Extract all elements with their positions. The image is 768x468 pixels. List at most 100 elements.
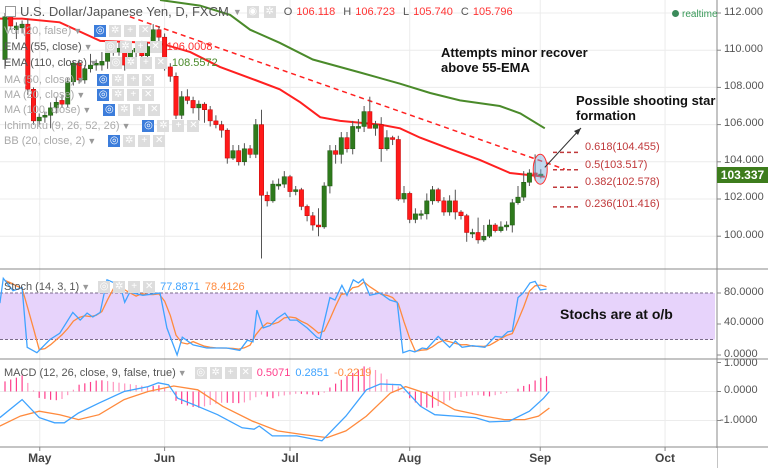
candle-up xyxy=(361,111,367,127)
add-icon[interactable]: + xyxy=(134,41,147,53)
indicator-bb[interactable]: BB (20, close, 2) ▼ ◎ ✲ + ✕ xyxy=(4,135,166,147)
indicator-ma50[interactable]: MA (50, close) ▼ ◎ ✲ + ✕ xyxy=(4,74,155,86)
stoch-legend[interactable]: Stoch (14, 3, 1) ▼ ◎ ✲ + ✕ 77.8871 78.4126 xyxy=(4,281,245,293)
close-icon[interactable]: ✕ xyxy=(149,41,162,53)
eye-icon[interactable]: ◉ xyxy=(246,5,259,18)
macd-tick: 0.0000 xyxy=(724,384,758,396)
eye-icon[interactable]: ◎ xyxy=(98,281,111,293)
close-icon[interactable]: ✕ xyxy=(154,57,167,69)
gear-icon[interactable]: ✲ xyxy=(112,74,125,86)
add-icon[interactable]: + xyxy=(128,281,141,293)
eye-icon[interactable]: ◎ xyxy=(142,120,155,132)
chevron-down-icon[interactable]: ▼ xyxy=(83,42,93,52)
candle-up xyxy=(327,150,333,187)
eye-icon[interactable]: ◎ xyxy=(94,25,107,37)
gear-icon[interactable]: ✲ xyxy=(112,89,125,101)
eye-icon[interactable]: ◎ xyxy=(104,41,117,53)
chevron-down-icon[interactable]: ▼ xyxy=(76,90,86,100)
gear-icon[interactable]: ✲ xyxy=(157,120,170,132)
add-icon[interactable]: + xyxy=(138,135,151,147)
chevron-down-icon[interactable]: ▼ xyxy=(76,75,86,85)
arrow-head-icon xyxy=(574,128,581,135)
candle-up xyxy=(504,224,510,228)
add-icon[interactable]: + xyxy=(133,104,146,116)
close-icon[interactable]: ✕ xyxy=(142,74,155,86)
stoch-d-value: 78.4126 xyxy=(204,281,245,293)
indicator-label: Vol (20, false) xyxy=(4,25,72,37)
eye-icon[interactable]: ◎ xyxy=(108,135,121,147)
candle-up xyxy=(321,185,327,228)
candle-up xyxy=(469,232,475,235)
overbought-oversold-band xyxy=(0,293,715,340)
chevron-down-icon[interactable]: ▼ xyxy=(73,26,83,36)
indicator-ema55[interactable]: EMA (55, close) ▼ ◎ ✲ + ✕ 106.0008 xyxy=(4,41,212,53)
eye-icon[interactable]: ◎ xyxy=(103,104,116,116)
gear-icon[interactable]: ✲ xyxy=(113,281,126,293)
add-icon[interactable]: + xyxy=(139,57,152,69)
gear-icon[interactable]: ✲ xyxy=(118,104,131,116)
candle-down xyxy=(452,200,458,213)
macd-label: MACD (12, 26, close, 9, false, true) xyxy=(4,367,176,379)
symbol-legend: U.S. Dollar/Japanese Yen, D, FXCM ▼ ◉ ✲ … xyxy=(4,4,513,19)
gear-icon[interactable]: ✲ xyxy=(263,5,276,18)
chevron-down-icon[interactable]: ▼ xyxy=(81,282,91,292)
gear-icon[interactable]: ✲ xyxy=(209,367,222,379)
close-value: 105.796 xyxy=(472,5,513,18)
close-icon[interactable]: ✕ xyxy=(143,281,156,293)
indicator-ema110[interactable]: EMA (110, close) ▼ ◎ ✲ + ✕ 108.5572 xyxy=(4,57,218,69)
candle-up xyxy=(526,172,532,183)
candle-up xyxy=(48,107,54,116)
gear-icon[interactable]: ✲ xyxy=(124,57,137,69)
indicator-ichimoku[interactable]: Ichimoku (9, 26, 52, 26) ▼ ◎ ✲ + ✕ xyxy=(4,120,200,132)
stoch-tick: 80.0000 xyxy=(724,286,764,298)
drawings[interactable] xyxy=(532,127,582,208)
add-icon[interactable]: + xyxy=(124,25,137,37)
candle-up xyxy=(241,148,247,163)
macd-legend[interactable]: MACD (12, 26, close, 9, false, true) ▼ ◎ ✲ +… xyxy=(4,367,371,379)
close-icon[interactable]: ✕ xyxy=(142,89,155,101)
indicator-ma100[interactable]: MA (100, close) ▼ ◎ ✲ + ✕ xyxy=(4,104,161,116)
add-icon[interactable]: + xyxy=(127,89,140,101)
candle-up xyxy=(384,137,390,150)
candle-down xyxy=(435,189,441,202)
close-icon[interactable]: ✕ xyxy=(187,120,200,132)
chevron-down-icon[interactable]: ▼ xyxy=(88,58,98,68)
add-icon[interactable]: + xyxy=(172,120,185,132)
annotation-stochs[interactable]: Stochs are at o/b xyxy=(560,307,673,322)
gear-icon[interactable]: ✲ xyxy=(119,41,132,53)
eye-icon[interactable]: ◎ xyxy=(194,367,207,379)
close-icon[interactable]: ✕ xyxy=(148,104,161,116)
candle-down xyxy=(367,111,373,129)
eye-icon[interactable]: ◎ xyxy=(109,57,122,69)
gear-icon[interactable]: ✲ xyxy=(123,135,136,147)
eye-icon[interactable]: ◎ xyxy=(97,89,110,101)
annotation-ema[interactable]: Attempts minor recover above 55-EMA xyxy=(441,45,588,75)
symbol-title[interactable]: U.S. Dollar/Japanese Yen, D, FXCM xyxy=(20,4,229,19)
indicator-vol[interactable]: Vol (20, false) ▼ ◎ ✲ + ✕ xyxy=(4,25,152,37)
candle-down xyxy=(407,193,413,220)
close-icon[interactable]: ✕ xyxy=(139,25,152,37)
chevron-down-icon[interactable]: ▼ xyxy=(177,368,187,378)
candle-up xyxy=(2,16,8,60)
gear-icon[interactable]: ✲ xyxy=(109,25,122,37)
candle-down xyxy=(213,120,219,125)
add-icon[interactable]: + xyxy=(127,74,140,86)
indicator-ma20[interactable]: MA (20, close) ▼ ◎ ✲ + ✕ xyxy=(4,89,155,101)
month-label: Jun xyxy=(153,451,176,465)
macd-signal-value: -0.2219 xyxy=(334,367,372,379)
collapse-icon[interactable] xyxy=(5,6,16,17)
chevron-down-icon[interactable]: ▼ xyxy=(82,105,92,115)
close-icon[interactable]: ✕ xyxy=(153,135,166,147)
add-icon[interactable]: + xyxy=(224,367,237,379)
chevron-down-icon[interactable]: ▼ xyxy=(232,6,242,17)
chevron-down-icon[interactable]: ▼ xyxy=(87,136,97,146)
candle-down xyxy=(25,23,31,90)
eye-icon[interactable]: ◎ xyxy=(97,74,110,86)
close-icon[interactable]: ✕ xyxy=(239,367,252,379)
annotation-shooting-star[interactable]: Possible shooting star formation xyxy=(576,93,715,123)
candle-down xyxy=(236,150,242,163)
chevron-down-icon[interactable]: ▼ xyxy=(121,121,131,131)
month-label: Sep xyxy=(529,451,552,465)
candle-up xyxy=(424,200,430,215)
